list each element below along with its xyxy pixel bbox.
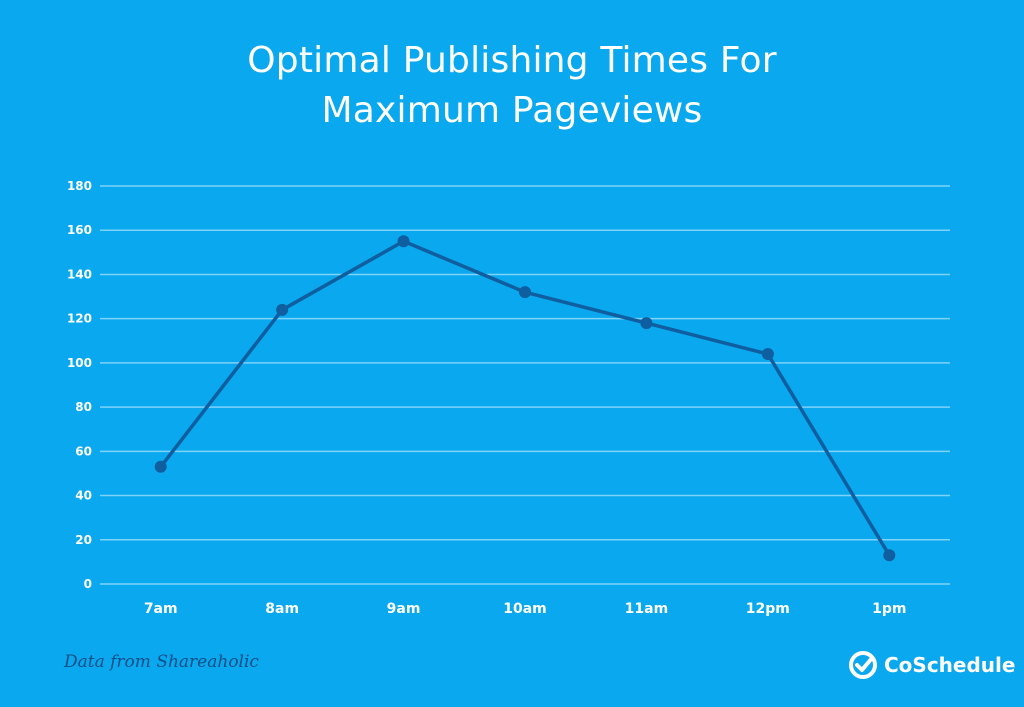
brand-name: CoSchedule (884, 653, 1016, 677)
y-tick-label: 40 (75, 489, 92, 503)
y-tick-label: 100 (67, 356, 92, 370)
x-tick-label: 9am (387, 601, 421, 617)
y-tick-label: 0 (84, 577, 92, 591)
x-tick-label: 10am (503, 601, 547, 617)
coschedule-logo: CoSchedule (848, 650, 1015, 680)
data-point (883, 549, 896, 562)
data-point (397, 235, 410, 248)
data-point (154, 460, 167, 473)
data-source-note: Data from Shareaholic (64, 652, 259, 672)
y-tick-label: 120 (67, 312, 92, 326)
x-tick-label: 7am (144, 601, 178, 617)
x-tick-label: 12pm (746, 601, 790, 617)
title-line-1: Optimal Publishing Times For (247, 40, 777, 81)
y-tick-label: 20 (75, 533, 92, 547)
y-tick-label: 180 (67, 179, 92, 193)
x-tick-label: 8am (265, 601, 299, 617)
y-tick-label: 60 (75, 444, 92, 458)
title-line-2: Maximum Pageviews (321, 90, 703, 131)
y-tick-label: 140 (67, 267, 92, 281)
y-tick-label: 160 (67, 223, 92, 237)
x-tick-label: 1pm (872, 601, 906, 617)
data-point (519, 286, 531, 299)
x-tick-label: 11am (625, 601, 669, 617)
check-circle-icon (849, 651, 877, 679)
y-tick-label: 80 (75, 400, 92, 414)
chart-title: Optimal Publishing Times For Maximum Pag… (0, 36, 1024, 136)
data-point (761, 348, 774, 361)
data-point (276, 303, 289, 316)
data-point (640, 317, 653, 330)
